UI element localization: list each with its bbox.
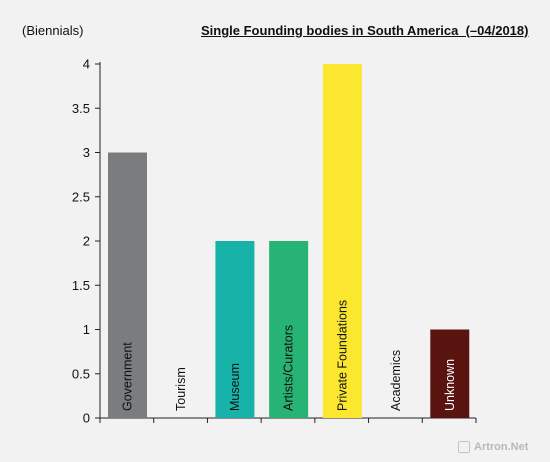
y-tick-label: 1.5: [72, 278, 90, 293]
watermark-text: Artron.Net: [474, 441, 529, 453]
bar: [108, 152, 147, 418]
y-tick-label: 2: [83, 234, 90, 249]
bar-category-label: Artists/Curators: [282, 325, 296, 411]
bar: [430, 329, 470, 418]
bar: [269, 241, 309, 418]
chart-title: Single Founding bodies in South America …: [201, 23, 529, 38]
bar: [215, 241, 255, 418]
bar-category-label: Private Foundations: [335, 300, 349, 411]
bar-category-label: Tourism: [174, 367, 188, 411]
y-tick-label: 0: [83, 411, 90, 426]
bar-category-label: Unknown: [443, 359, 457, 411]
y-tick-label: 0.5: [72, 366, 90, 381]
y-tick-label: 3.5: [72, 101, 90, 116]
bar-category-label: Government: [121, 342, 135, 411]
y-tick-label: 3: [83, 145, 90, 160]
y-tick-label: 1: [83, 322, 90, 337]
watermark: Artron.Net: [458, 441, 528, 453]
bar-category-label: Museum: [228, 363, 242, 411]
watermark-seal-icon: [458, 441, 470, 453]
bar: [322, 64, 362, 418]
bar-category-label: Academics: [389, 350, 403, 411]
y-axis-label: (Biennials): [22, 23, 84, 38]
y-tick-label: 4: [83, 57, 90, 72]
y-tick-label: 2.5: [72, 189, 90, 204]
